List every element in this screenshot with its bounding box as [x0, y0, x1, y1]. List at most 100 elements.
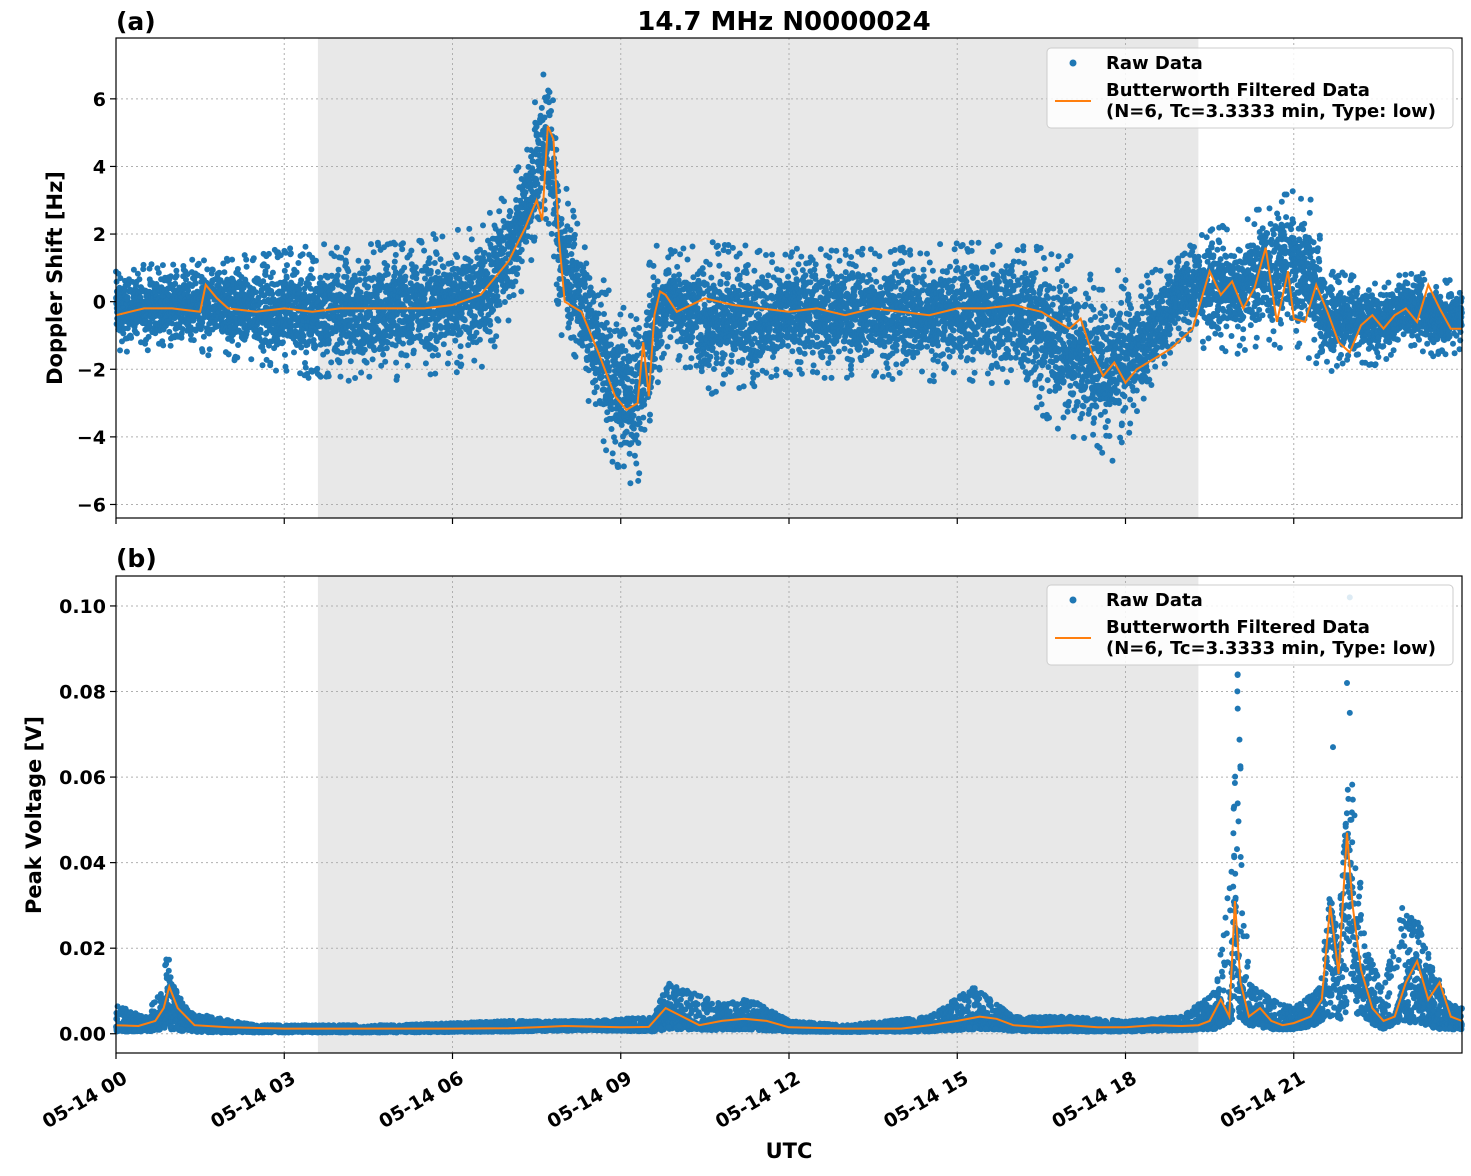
raw-data-point — [401, 265, 407, 271]
raw-data-point — [385, 271, 391, 277]
raw-data-point — [294, 269, 300, 275]
raw-data-point — [729, 352, 735, 358]
raw-data-point — [423, 360, 429, 366]
raw-data-point — [344, 274, 350, 280]
raw-data-point — [454, 254, 460, 260]
raw-data-point — [487, 322, 493, 328]
raw-data-point — [559, 216, 565, 222]
raw-data-point — [191, 337, 197, 343]
raw-data-point — [405, 363, 411, 369]
raw-data-point — [449, 260, 455, 266]
raw-data-point — [174, 273, 180, 279]
raw-data-point — [493, 288, 499, 294]
raw-data-point — [253, 289, 259, 295]
raw-data-point — [434, 251, 440, 257]
raw-data-point — [515, 265, 521, 271]
raw-data-point — [291, 349, 297, 355]
raw-data-point — [339, 340, 345, 346]
raw-data-point — [636, 325, 642, 331]
raw-data-point — [435, 352, 441, 358]
raw-data-point — [446, 350, 452, 356]
raw-data-point — [847, 348, 853, 354]
raw-data-point — [633, 461, 639, 467]
raw-data-point — [336, 358, 342, 364]
raw-data-point — [849, 357, 855, 363]
raw-data-point — [358, 289, 364, 295]
raw-data-point — [484, 271, 490, 277]
raw-data-point — [284, 262, 290, 268]
raw-data-point — [782, 252, 788, 258]
raw-data-point — [837, 258, 843, 264]
raw-data-point — [852, 293, 858, 299]
raw-data-point — [343, 260, 349, 266]
raw-data-point — [693, 324, 699, 330]
raw-data-point — [361, 271, 367, 277]
raw-data-point — [637, 420, 643, 426]
raw-data-point — [728, 359, 734, 365]
raw-data-point — [548, 108, 554, 114]
raw-data-point — [588, 285, 594, 291]
raw-data-point — [582, 281, 588, 287]
raw-data-point — [607, 327, 613, 333]
raw-data-point — [270, 270, 276, 276]
raw-data-point — [825, 281, 831, 287]
raw-data-point — [710, 345, 716, 351]
raw-data-point — [789, 348, 795, 354]
raw-data-point — [576, 288, 582, 294]
raw-data-point — [814, 335, 820, 341]
raw-data-point — [452, 338, 458, 344]
raw-data-point — [282, 352, 288, 358]
raw-data-point — [785, 274, 791, 280]
raw-data-point — [707, 354, 713, 360]
raw-data-point — [601, 311, 607, 317]
raw-data-point — [640, 415, 646, 421]
raw-data-point — [539, 105, 545, 111]
raw-data-point — [796, 261, 802, 267]
raw-data-point — [297, 286, 303, 292]
raw-data-point — [136, 276, 142, 282]
raw-data-point — [417, 333, 423, 339]
raw-data-point — [716, 263, 722, 269]
raw-data-point — [780, 342, 786, 348]
raw-data-point — [128, 335, 134, 341]
raw-data-point — [487, 329, 493, 335]
raw-data-point — [655, 278, 661, 284]
raw-data-point — [695, 305, 701, 311]
raw-data-point — [496, 208, 502, 214]
raw-data-point — [767, 283, 773, 289]
raw-data-point — [392, 259, 398, 265]
raw-data-point — [853, 263, 859, 269]
raw-data-point — [666, 270, 672, 276]
raw-data-point — [650, 274, 656, 280]
raw-data-point — [413, 264, 419, 270]
raw-data-point — [263, 272, 269, 278]
raw-data-point — [303, 349, 309, 355]
raw-data-point — [432, 260, 438, 266]
raw-data-point — [756, 312, 762, 318]
raw-data-point — [435, 269, 441, 275]
raw-data-point — [842, 346, 848, 352]
raw-data-point — [594, 384, 600, 390]
raw-data-point — [802, 351, 808, 357]
raw-data-point — [402, 274, 408, 280]
raw-data-point — [688, 355, 694, 361]
raw-data-point — [689, 334, 695, 340]
raw-data-point — [811, 362, 817, 368]
raw-data-point — [607, 333, 613, 339]
raw-data-point — [785, 343, 791, 349]
raw-data-point — [235, 266, 241, 272]
raw-data-point — [635, 440, 641, 446]
raw-data-point — [732, 346, 738, 352]
raw-data-point — [384, 345, 390, 351]
raw-data-point — [699, 368, 705, 374]
raw-data-point — [298, 277, 304, 283]
raw-data-point — [580, 343, 586, 349]
raw-data-point — [364, 259, 370, 265]
raw-data-point — [458, 330, 464, 336]
raw-data-point — [356, 258, 362, 264]
raw-data-point — [511, 292, 517, 298]
raw-data-point — [631, 413, 637, 419]
raw-data-point — [722, 371, 728, 377]
panel-a-label: (a) — [116, 7, 156, 36]
raw-data-point — [328, 359, 334, 365]
